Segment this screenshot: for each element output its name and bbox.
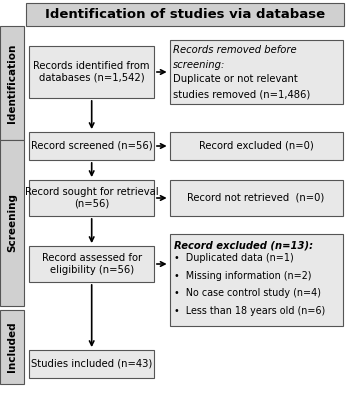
Text: •  Duplicated data (n=1): • Duplicated data (n=1) xyxy=(174,253,293,263)
FancyBboxPatch shape xyxy=(170,180,343,216)
Text: Record excluded (n=0): Record excluded (n=0) xyxy=(199,141,313,151)
Text: Record assessed for
eligibility (n=56): Record assessed for eligibility (n=56) xyxy=(42,253,142,275)
FancyBboxPatch shape xyxy=(29,132,154,160)
FancyBboxPatch shape xyxy=(29,46,154,98)
Text: Records removed before: Records removed before xyxy=(173,45,297,55)
Text: Record sought for retrieval
(n=56): Record sought for retrieval (n=56) xyxy=(25,187,158,209)
Text: screening:: screening: xyxy=(173,60,225,70)
Text: Duplicate or not relevant: Duplicate or not relevant xyxy=(173,74,298,84)
FancyBboxPatch shape xyxy=(170,40,343,104)
FancyBboxPatch shape xyxy=(0,26,24,140)
Text: Record screened (n=56): Record screened (n=56) xyxy=(31,141,153,151)
Text: Included: Included xyxy=(7,322,17,372)
Text: Record not retrieved  (n=0): Record not retrieved (n=0) xyxy=(188,193,325,203)
FancyBboxPatch shape xyxy=(29,350,154,378)
Text: •  No case control study (n=4): • No case control study (n=4) xyxy=(174,288,321,298)
Text: Studies included (n=43): Studies included (n=43) xyxy=(31,359,152,369)
FancyBboxPatch shape xyxy=(29,180,154,216)
Text: Identification: Identification xyxy=(7,43,17,123)
FancyBboxPatch shape xyxy=(170,234,343,326)
Text: •  Missing information (n=2): • Missing information (n=2) xyxy=(174,270,311,281)
FancyBboxPatch shape xyxy=(29,246,154,282)
FancyBboxPatch shape xyxy=(0,140,24,306)
Text: Screening: Screening xyxy=(7,194,17,252)
Text: Records identified from
databases (n=1,542): Records identified from databases (n=1,5… xyxy=(34,61,150,83)
FancyBboxPatch shape xyxy=(170,132,343,160)
FancyBboxPatch shape xyxy=(0,310,24,384)
Text: Identification of studies via database: Identification of studies via database xyxy=(45,8,325,21)
Text: •  Less than 18 years old (n=6): • Less than 18 years old (n=6) xyxy=(174,306,325,316)
Text: Record excluded (n=13):: Record excluded (n=13): xyxy=(174,240,313,250)
Text: studies removed (n=1,486): studies removed (n=1,486) xyxy=(173,89,310,99)
FancyBboxPatch shape xyxy=(26,3,344,26)
